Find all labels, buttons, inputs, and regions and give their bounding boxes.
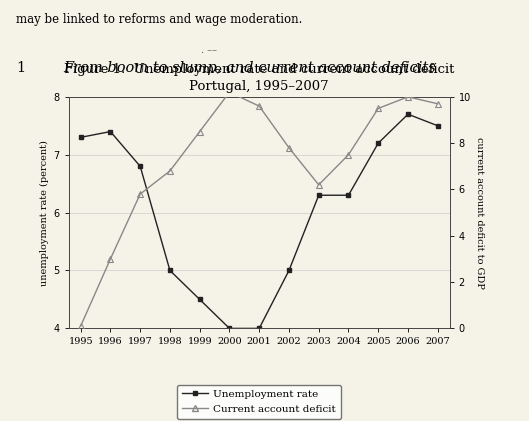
Text: . ––: . –– xyxy=(201,46,217,55)
Legend: Unemployment rate, Current account deficit: Unemployment rate, Current account defic… xyxy=(177,384,341,419)
Text: From boom to slump, and current account deficits: From boom to slump, and current account … xyxy=(63,61,436,75)
Y-axis label: unemployment rate (percent): unemployment rate (percent) xyxy=(40,140,49,285)
Y-axis label: current account deficit to GDP: current account deficit to GDP xyxy=(475,137,484,288)
Text: 1: 1 xyxy=(16,61,25,75)
Text: may be linked to reforms and wage moderation.: may be linked to reforms and wage modera… xyxy=(16,13,302,26)
Title: Figure 1.  Unemployment rate and current account deficit
Portugal, 1995–2007: Figure 1. Unemployment rate and current … xyxy=(64,63,454,93)
